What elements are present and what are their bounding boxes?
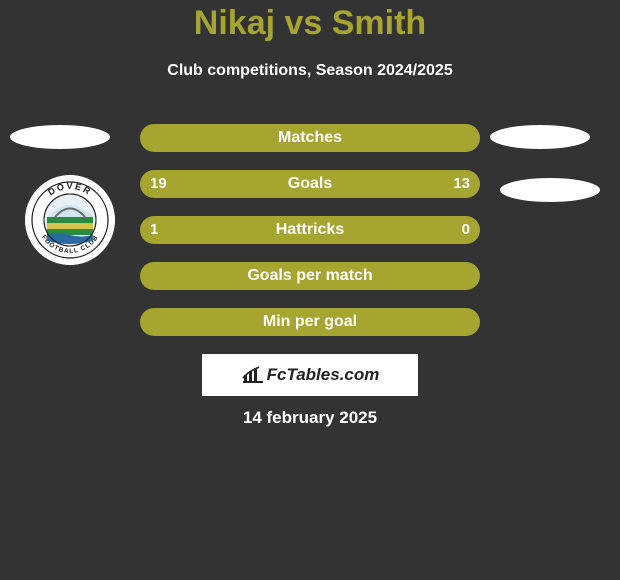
chart-icon xyxy=(241,366,263,384)
placeholder-left-top xyxy=(10,125,110,149)
bar-row-goals: 19 13 Goals xyxy=(140,170,480,198)
bar-label: Matches xyxy=(140,124,480,152)
club-badge: DOVER FOOTBALL CLUB xyxy=(25,175,115,265)
brand-text: FcTables.com xyxy=(267,365,380,385)
bar-row-hattricks: 1 0 Hattricks xyxy=(140,216,480,244)
date-text: 14 february 2025 xyxy=(0,408,620,428)
bar-label: Goals per match xyxy=(140,262,480,290)
placeholder-right-mid xyxy=(500,178,600,202)
page-title: Nikaj vs Smith xyxy=(0,4,620,43)
bar-label: Min per goal xyxy=(140,308,480,336)
subtitle: Club competitions, Season 2024/2025 xyxy=(0,62,620,80)
comparison-bars: Matches 19 13 Goals 1 0 Hattricks Goals … xyxy=(140,124,480,354)
bar-label: Goals xyxy=(140,170,480,198)
bar-row-min-per-goal: Min per goal xyxy=(140,308,480,336)
bar-label: Hattricks xyxy=(140,216,480,244)
bar-row-matches: Matches xyxy=(140,124,480,152)
bar-row-goals-per-match: Goals per match xyxy=(140,262,480,290)
club-badge-svg: DOVER FOOTBALL CLUB xyxy=(25,175,115,265)
brand-box: FcTables.com xyxy=(202,354,418,396)
placeholder-right-top xyxy=(490,125,590,149)
page: Nikaj vs Smith Club competitions, Season… xyxy=(0,0,620,580)
